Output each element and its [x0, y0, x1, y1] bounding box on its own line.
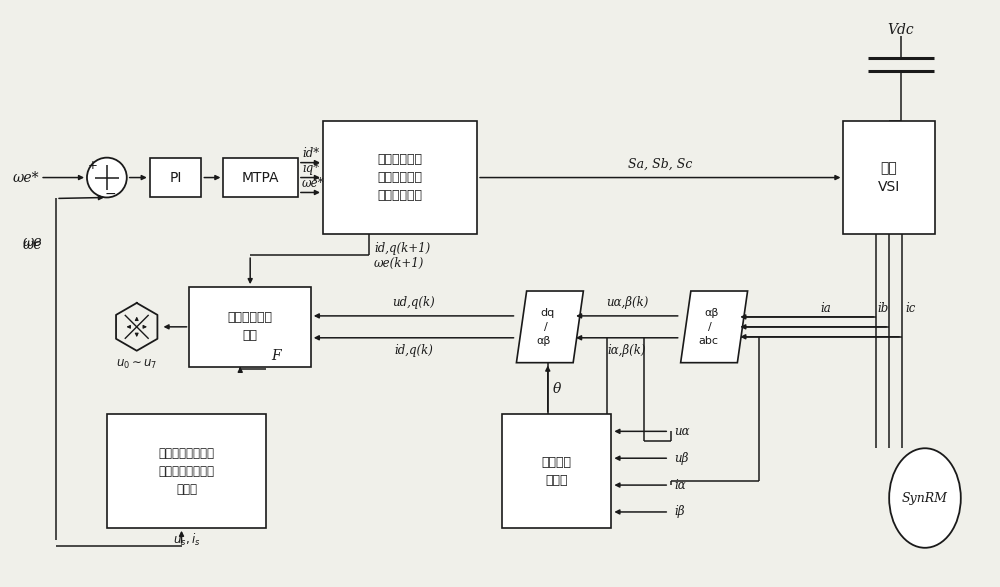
Text: 基于最大相关熵的
强跟踪扩展卡尔曼
观测器: 基于最大相关熵的 强跟踪扩展卡尔曼 观测器 [158, 447, 214, 495]
FancyBboxPatch shape [323, 121, 477, 234]
Text: ic: ic [906, 302, 916, 315]
FancyBboxPatch shape [189, 287, 311, 367]
Text: id,q(k): id,q(k) [394, 344, 433, 357]
FancyBboxPatch shape [107, 414, 266, 528]
Text: MTPA: MTPA [242, 171, 279, 184]
Text: uα,β(k): uα,β(k) [606, 296, 648, 309]
Polygon shape [681, 291, 748, 363]
Text: PI: PI [169, 171, 182, 184]
Text: 基于未来参考
值预测修正的
最小代价函数: 基于未来参考 值预测修正的 最小代价函数 [377, 153, 422, 202]
Text: Sa, Sb, Sc: Sa, Sb, Sc [628, 158, 692, 171]
Polygon shape [516, 291, 583, 363]
FancyBboxPatch shape [502, 414, 611, 528]
Text: 闭环磁链
观测器: 闭环磁链 观测器 [542, 456, 572, 487]
Text: /: / [708, 322, 712, 332]
Text: iα: iα [674, 478, 686, 491]
Text: ia: ia [820, 302, 831, 315]
Text: $u_0\sim u_7$: $u_0\sim u_7$ [116, 358, 157, 371]
Text: iβ: iβ [674, 505, 685, 518]
Text: uα: uα [674, 425, 690, 438]
Text: Vdc: Vdc [888, 23, 914, 37]
Text: /: / [544, 322, 548, 332]
Text: αβ: αβ [537, 336, 551, 346]
Text: 三相
VSI: 三相 VSI [878, 161, 900, 194]
Text: ib: ib [878, 302, 889, 315]
Circle shape [87, 158, 127, 197]
Text: −: − [104, 187, 116, 201]
Text: ωe*: ωe* [302, 177, 324, 190]
FancyBboxPatch shape [150, 158, 201, 197]
Text: SynRM: SynRM [902, 491, 948, 505]
Text: +: + [88, 159, 97, 172]
Text: ωe(k+1): ωe(k+1) [374, 257, 424, 269]
FancyBboxPatch shape [843, 121, 935, 234]
Text: id,q(k+1): id,q(k+1) [374, 242, 430, 255]
Text: $u_s,i_s$: $u_s,i_s$ [173, 532, 200, 548]
Text: 模型预测电流
控制: 模型预测电流 控制 [228, 311, 273, 342]
Text: ωe*: ωe* [12, 171, 39, 184]
Text: iq*: iq* [302, 162, 319, 175]
Text: ωe: ωe [23, 235, 42, 249]
Ellipse shape [889, 448, 961, 548]
Text: dq: dq [541, 308, 555, 318]
Text: uβ: uβ [674, 452, 689, 465]
Text: αβ: αβ [705, 308, 719, 318]
Text: iα,β(k): iα,β(k) [608, 344, 646, 357]
Text: θ: θ [553, 382, 561, 396]
Text: id*: id* [302, 147, 319, 160]
Text: F: F [271, 349, 281, 363]
Text: ud,q(k): ud,q(k) [392, 296, 435, 309]
Text: ωe: ωe [23, 238, 42, 252]
Text: abc: abc [698, 336, 718, 346]
FancyBboxPatch shape [223, 158, 298, 197]
